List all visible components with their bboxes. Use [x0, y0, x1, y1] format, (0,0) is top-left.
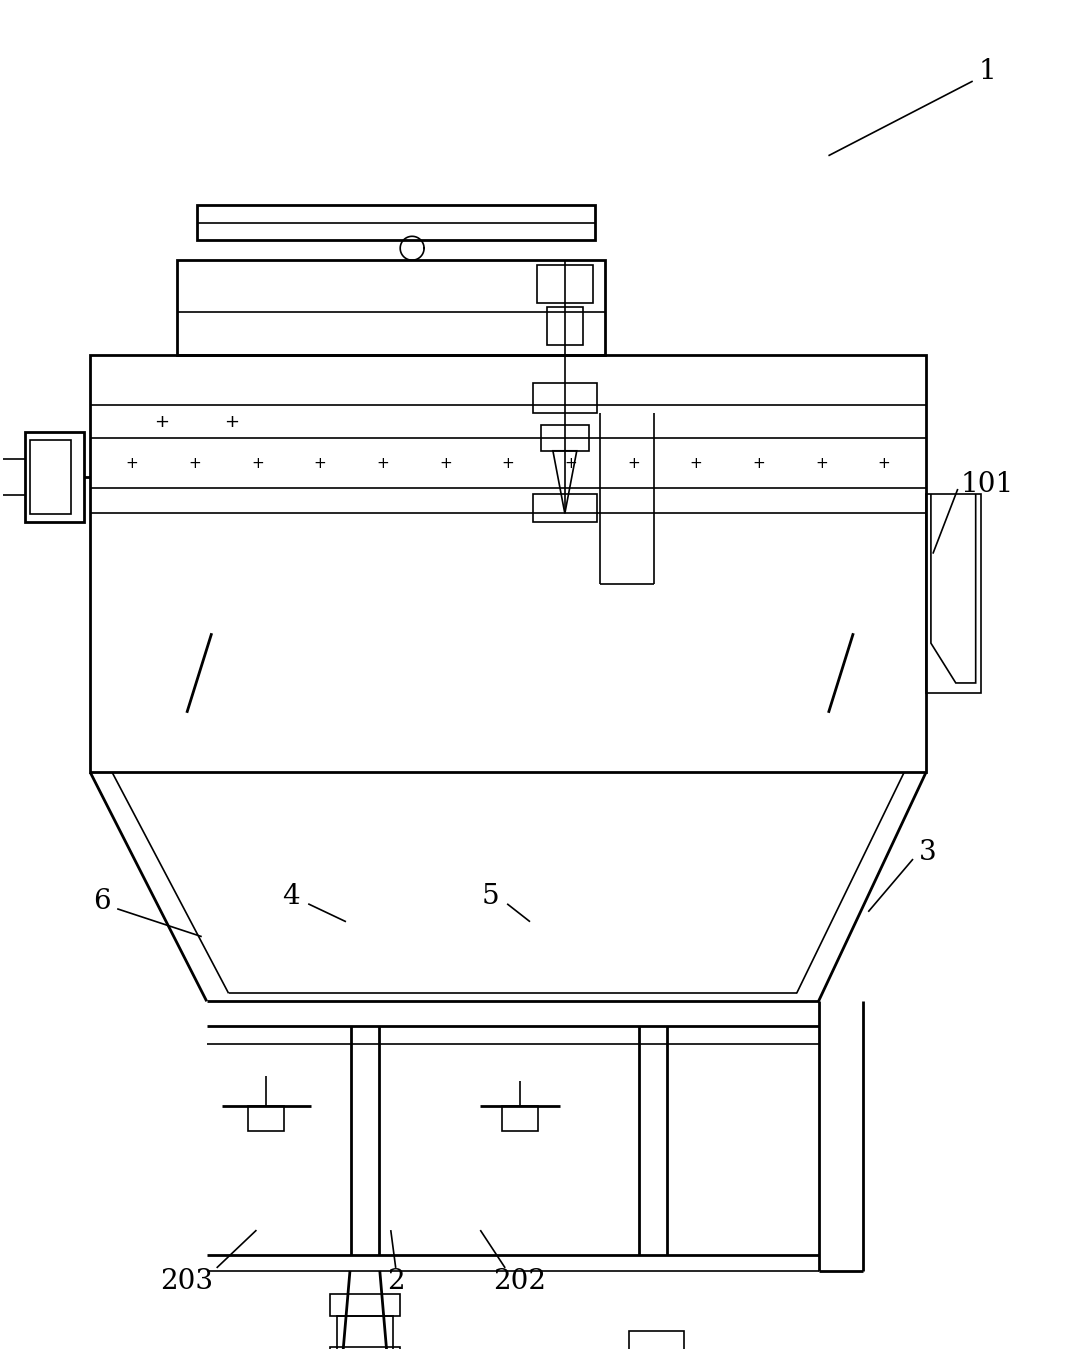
Text: +: +	[377, 456, 389, 471]
Bar	[30, 440, 71, 514]
Text: 2: 2	[387, 1268, 404, 1295]
Text: +: +	[126, 456, 139, 471]
Bar	[330, 1348, 400, 1353]
Bar	[330, 1293, 400, 1315]
Bar	[337, 1315, 393, 1350]
Text: 5: 5	[481, 884, 499, 911]
Text: +: +	[189, 456, 202, 471]
Text: +: +	[564, 456, 577, 471]
Text: 101: 101	[961, 471, 1015, 498]
Text: +: +	[501, 456, 514, 471]
Bar	[249, 1105, 284, 1131]
Bar	[534, 494, 596, 522]
Text: +: +	[155, 413, 170, 430]
Bar	[926, 494, 981, 693]
Text: +: +	[251, 456, 264, 471]
Text: 4: 4	[283, 884, 300, 911]
Bar	[541, 425, 589, 451]
Bar	[91, 354, 926, 773]
Text: 3: 3	[919, 839, 937, 866]
Text: 203: 203	[160, 1268, 213, 1295]
Text: +: +	[815, 456, 828, 471]
Text: +: +	[752, 456, 765, 471]
Bar	[25, 432, 84, 522]
Text: +: +	[440, 456, 451, 471]
Bar	[177, 260, 605, 354]
Text: +: +	[627, 456, 640, 471]
Bar	[537, 265, 592, 303]
Text: +: +	[314, 456, 327, 471]
Text: 6: 6	[94, 889, 111, 916]
Bar	[534, 383, 596, 413]
Bar	[630, 1330, 684, 1353]
Text: +: +	[689, 456, 702, 471]
Bar	[503, 1105, 538, 1131]
Text: +: +	[878, 456, 891, 471]
Text: 1: 1	[978, 58, 997, 85]
Text: 202: 202	[494, 1268, 546, 1295]
Bar	[196, 206, 594, 241]
Text: +: +	[224, 413, 239, 430]
Bar	[547, 307, 583, 345]
